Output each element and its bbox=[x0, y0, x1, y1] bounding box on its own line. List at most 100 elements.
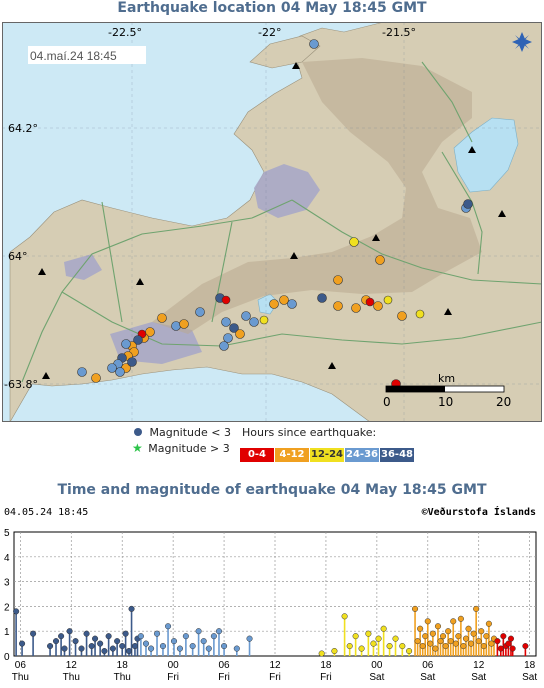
station-triangle bbox=[328, 362, 336, 369]
quake-marker bbox=[411, 605, 419, 612]
earthquake-point bbox=[235, 329, 245, 339]
quake-marker bbox=[434, 623, 442, 630]
earthquake-point bbox=[373, 301, 383, 311]
quake-marker bbox=[78, 645, 85, 652]
earthquake-point bbox=[223, 333, 233, 343]
quake-marker bbox=[346, 643, 353, 650]
quake-marker bbox=[440, 633, 447, 640]
quake-marker bbox=[450, 618, 457, 625]
quake-marker bbox=[427, 640, 434, 647]
quake-marker bbox=[452, 640, 459, 647]
earthquake-point bbox=[259, 315, 269, 325]
hours-legend-title: Hours since earthquake: bbox=[242, 426, 377, 439]
quake-marker bbox=[221, 643, 228, 650]
station-triangle bbox=[136, 278, 144, 285]
quake-marker bbox=[105, 633, 112, 640]
quake-marker bbox=[246, 635, 253, 642]
road-network bbox=[21, 61, 542, 383]
station-triangle bbox=[444, 308, 452, 315]
legend-magnitude-large: ★ Magnitude > 3 bbox=[132, 441, 230, 455]
scale-tick: 0 bbox=[383, 395, 391, 409]
quake-marker bbox=[468, 640, 475, 647]
quake-marker bbox=[442, 643, 449, 650]
magnitude-small-dot bbox=[134, 428, 142, 436]
earthquake-point bbox=[241, 311, 251, 321]
quake-marker bbox=[52, 638, 60, 645]
earthquake-map[interactable]: 04.maí.24 18:45 -22.5° -22° -21.5° 64.2°… bbox=[2, 22, 542, 422]
quake-marker bbox=[137, 633, 144, 640]
quake-marker bbox=[148, 645, 155, 652]
station-triangle bbox=[468, 146, 476, 153]
station-triangle bbox=[42, 372, 50, 379]
quake-marker bbox=[195, 628, 202, 635]
x-tick-hour: 06 bbox=[15, 660, 27, 671]
quake-marker bbox=[462, 635, 470, 642]
hours-box-24-36: 24-36 bbox=[345, 448, 379, 462]
quake-marker bbox=[109, 645, 116, 652]
quake-marker bbox=[507, 635, 515, 642]
lon-label: -22.5° bbox=[108, 26, 142, 39]
quake-marker bbox=[437, 638, 444, 645]
scale-tick: 20 bbox=[496, 395, 511, 409]
lat-label: -63.8° bbox=[4, 378, 38, 391]
quake-marker bbox=[399, 643, 406, 650]
quake-marker bbox=[128, 605, 135, 612]
earthquake-point bbox=[221, 317, 231, 327]
quake-marker bbox=[318, 650, 325, 657]
quake-marker bbox=[66, 628, 73, 635]
earthquake-point bbox=[171, 321, 181, 331]
station-triangle bbox=[372, 234, 380, 241]
earthquake-point bbox=[333, 275, 343, 285]
quake-marker bbox=[153, 630, 161, 637]
hours-legend: 0-4 4-12 12-24 24-36 36-48 bbox=[240, 442, 415, 462]
quake-marker bbox=[380, 625, 387, 632]
x-tick-hour: 00 bbox=[371, 660, 383, 671]
quake-marker bbox=[358, 645, 365, 652]
earthquake-point bbox=[463, 199, 473, 209]
y-tick-label: 0 bbox=[4, 652, 10, 663]
quake-marker bbox=[92, 635, 99, 642]
quake-marker bbox=[392, 635, 399, 642]
earthquake-point bbox=[333, 301, 343, 311]
earthquake-point bbox=[221, 295, 231, 305]
quake-marker bbox=[460, 643, 467, 650]
x-tick-hour: 18 bbox=[117, 660, 129, 671]
x-tick-hour: 12 bbox=[473, 660, 485, 671]
earthquake-point bbox=[195, 307, 205, 317]
quake-marker bbox=[30, 630, 37, 637]
earthquake-points bbox=[77, 39, 473, 389]
quake-marker bbox=[122, 630, 129, 637]
station-markers bbox=[38, 62, 506, 379]
earthquake-point bbox=[219, 341, 229, 351]
quake-marker bbox=[83, 630, 90, 637]
earthquake-point bbox=[157, 313, 167, 323]
lat-label: 64° bbox=[8, 250, 28, 263]
quake-marker bbox=[114, 638, 121, 645]
quake-marker bbox=[159, 643, 167, 650]
earthquake-point bbox=[317, 293, 327, 303]
hours-box-0-4: 0-4 bbox=[240, 448, 274, 462]
hours-box-36-48: 36-48 bbox=[380, 448, 414, 462]
legend-magnitude-small: Magnitude < 3 bbox=[134, 426, 231, 439]
quake-marker bbox=[414, 638, 421, 645]
quake-marker bbox=[417, 625, 424, 632]
quake-marker bbox=[119, 643, 126, 650]
chart-timestamp: 04.05.24 18:45 bbox=[4, 507, 89, 518]
quake-marker bbox=[386, 643, 393, 650]
quake-marker bbox=[470, 630, 477, 637]
earthquake-point bbox=[127, 357, 137, 367]
quake-marker bbox=[215, 628, 223, 635]
quake-marker bbox=[500, 633, 507, 640]
earthquake-point bbox=[115, 367, 125, 377]
x-tick-day: Sat bbox=[420, 672, 435, 683]
scale-unit: km bbox=[438, 372, 455, 385]
quake-marker bbox=[131, 643, 139, 650]
scale-tick: 10 bbox=[438, 395, 453, 409]
y-tick-label: 2 bbox=[4, 602, 10, 613]
quake-marker bbox=[72, 638, 79, 645]
quake-marker bbox=[19, 640, 26, 647]
x-tick-hour: 00 bbox=[168, 660, 180, 671]
quake-marker bbox=[125, 647, 133, 655]
quake-marker bbox=[473, 605, 480, 612]
quake-marker bbox=[457, 615, 464, 622]
